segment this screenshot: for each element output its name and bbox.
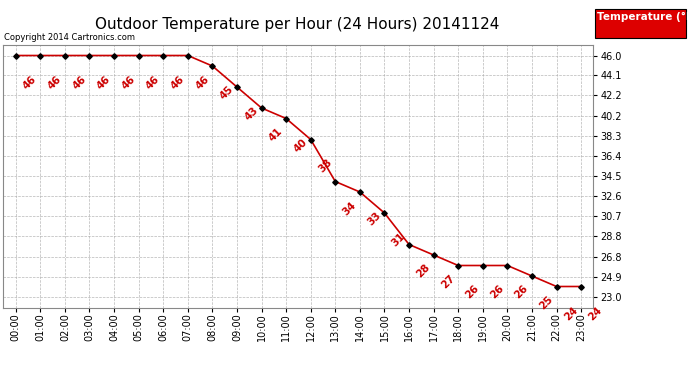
Text: 34: 34 [341,200,358,217]
Text: 26: 26 [513,284,530,301]
Text: 33: 33 [366,210,383,227]
Text: 26: 26 [464,284,481,301]
Text: 41: 41 [267,126,284,144]
Text: 46: 46 [193,74,210,91]
Text: 46: 46 [169,74,186,91]
Text: 24: 24 [562,304,580,322]
Text: 46: 46 [119,74,137,91]
Text: 46: 46 [46,74,63,91]
Text: 38: 38 [316,158,333,175]
Text: 43: 43 [242,105,260,123]
Text: 46: 46 [144,74,161,91]
Text: 46: 46 [95,74,112,91]
Text: 40: 40 [292,136,309,154]
Text: 31: 31 [390,231,407,248]
Text: 25: 25 [538,294,555,311]
Text: 28: 28 [415,262,432,280]
Text: 46: 46 [21,74,39,91]
Text: 26: 26 [489,284,506,301]
Text: Copyright 2014 Cartronics.com: Copyright 2014 Cartronics.com [4,33,135,42]
Text: Outdoor Temperature per Hour (24 Hours) 20141124: Outdoor Temperature per Hour (24 Hours) … [95,17,499,32]
Text: 46: 46 [70,74,88,91]
Text: 45: 45 [218,84,235,102]
Text: Temperature (°F): Temperature (°F) [597,12,690,22]
Text: 24: 24 [586,304,604,322]
Text: 27: 27 [439,273,457,291]
